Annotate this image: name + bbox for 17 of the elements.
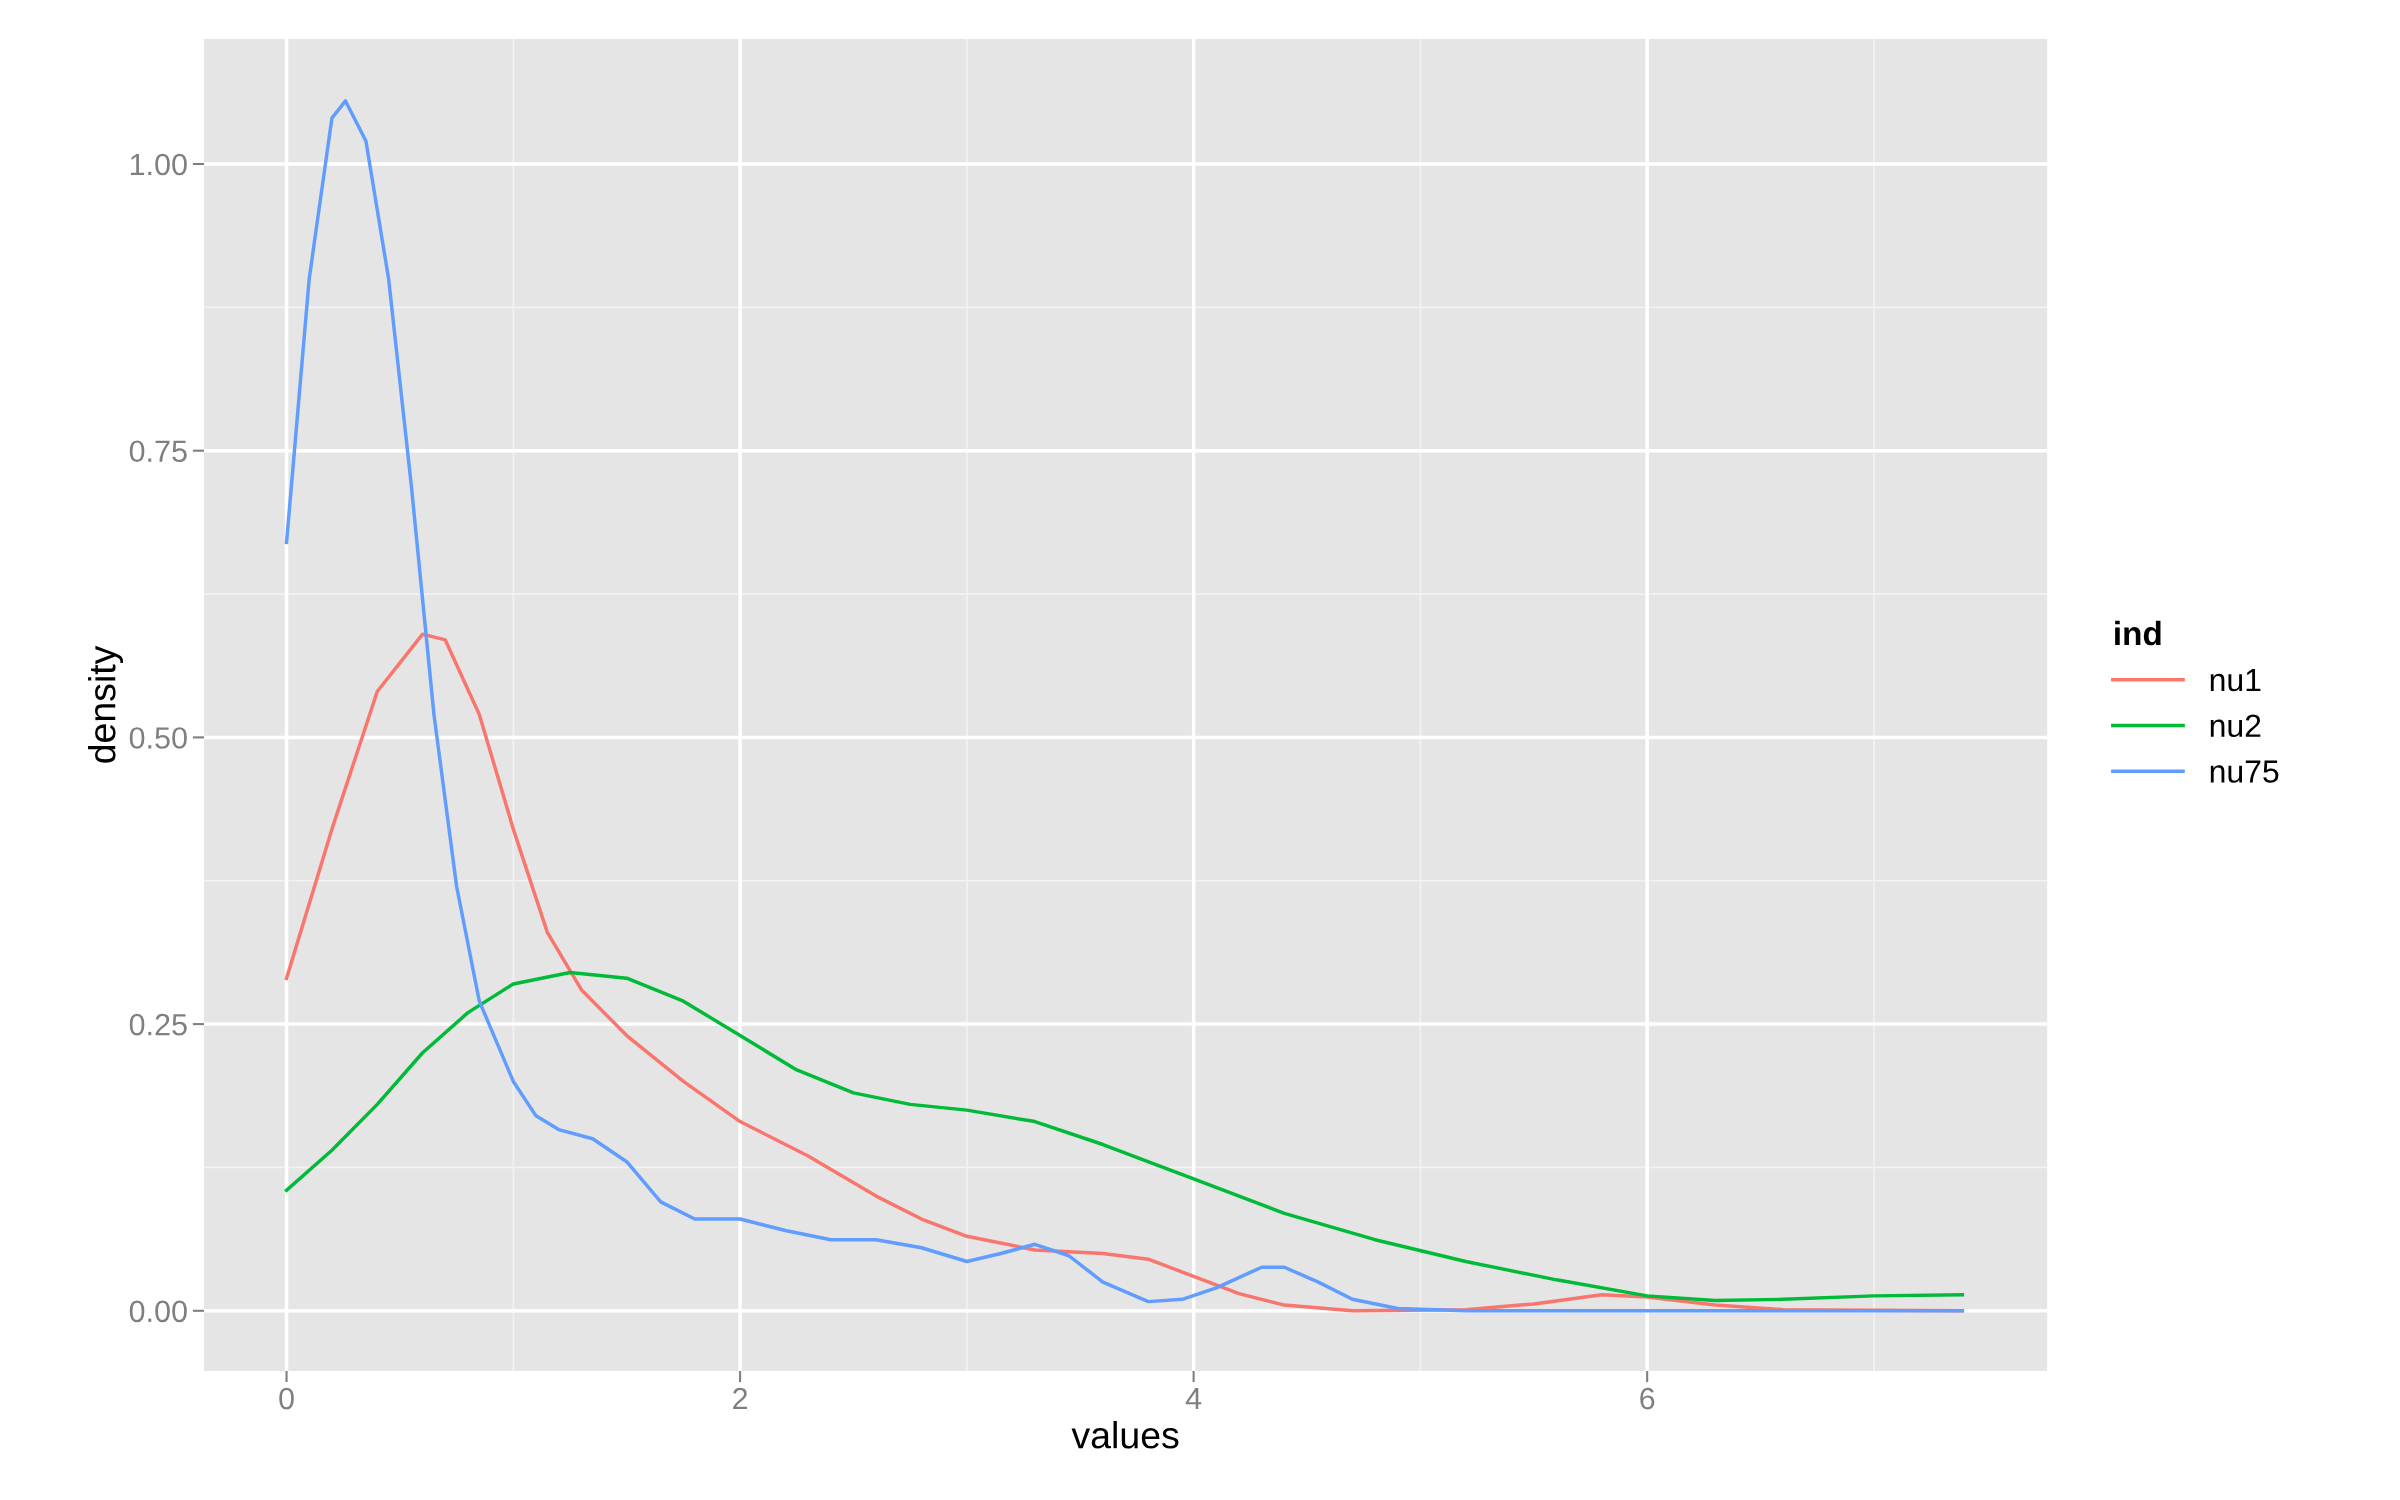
x-axis-title: values [1071,1421,1179,1449]
y-tick-label: 1.00 [130,153,187,176]
legend-label: nu75 [2210,760,2279,783]
y-tick-label: 0.50 [129,727,187,749]
legend-title: ind [2115,620,2161,646]
y-axis-title: density [88,645,124,763]
y-tick-label: 0.75 [129,440,187,463]
line-series [284,970,1965,1303]
line-series [284,99,1965,1313]
x-tick-label: 4 [1185,1388,1202,1410]
legend-label: nu1 [2210,669,2261,692]
y-tick-label: 0.25 [129,1013,187,1036]
y-tick-label: 0.00 [129,1300,187,1323]
legend-label: nu2 [2210,714,2261,738]
x-tick-label: 0 [279,1387,294,1410]
x-tick-label: 2 [733,1387,748,1410]
x-tick-label: 6 [1640,1387,1655,1410]
